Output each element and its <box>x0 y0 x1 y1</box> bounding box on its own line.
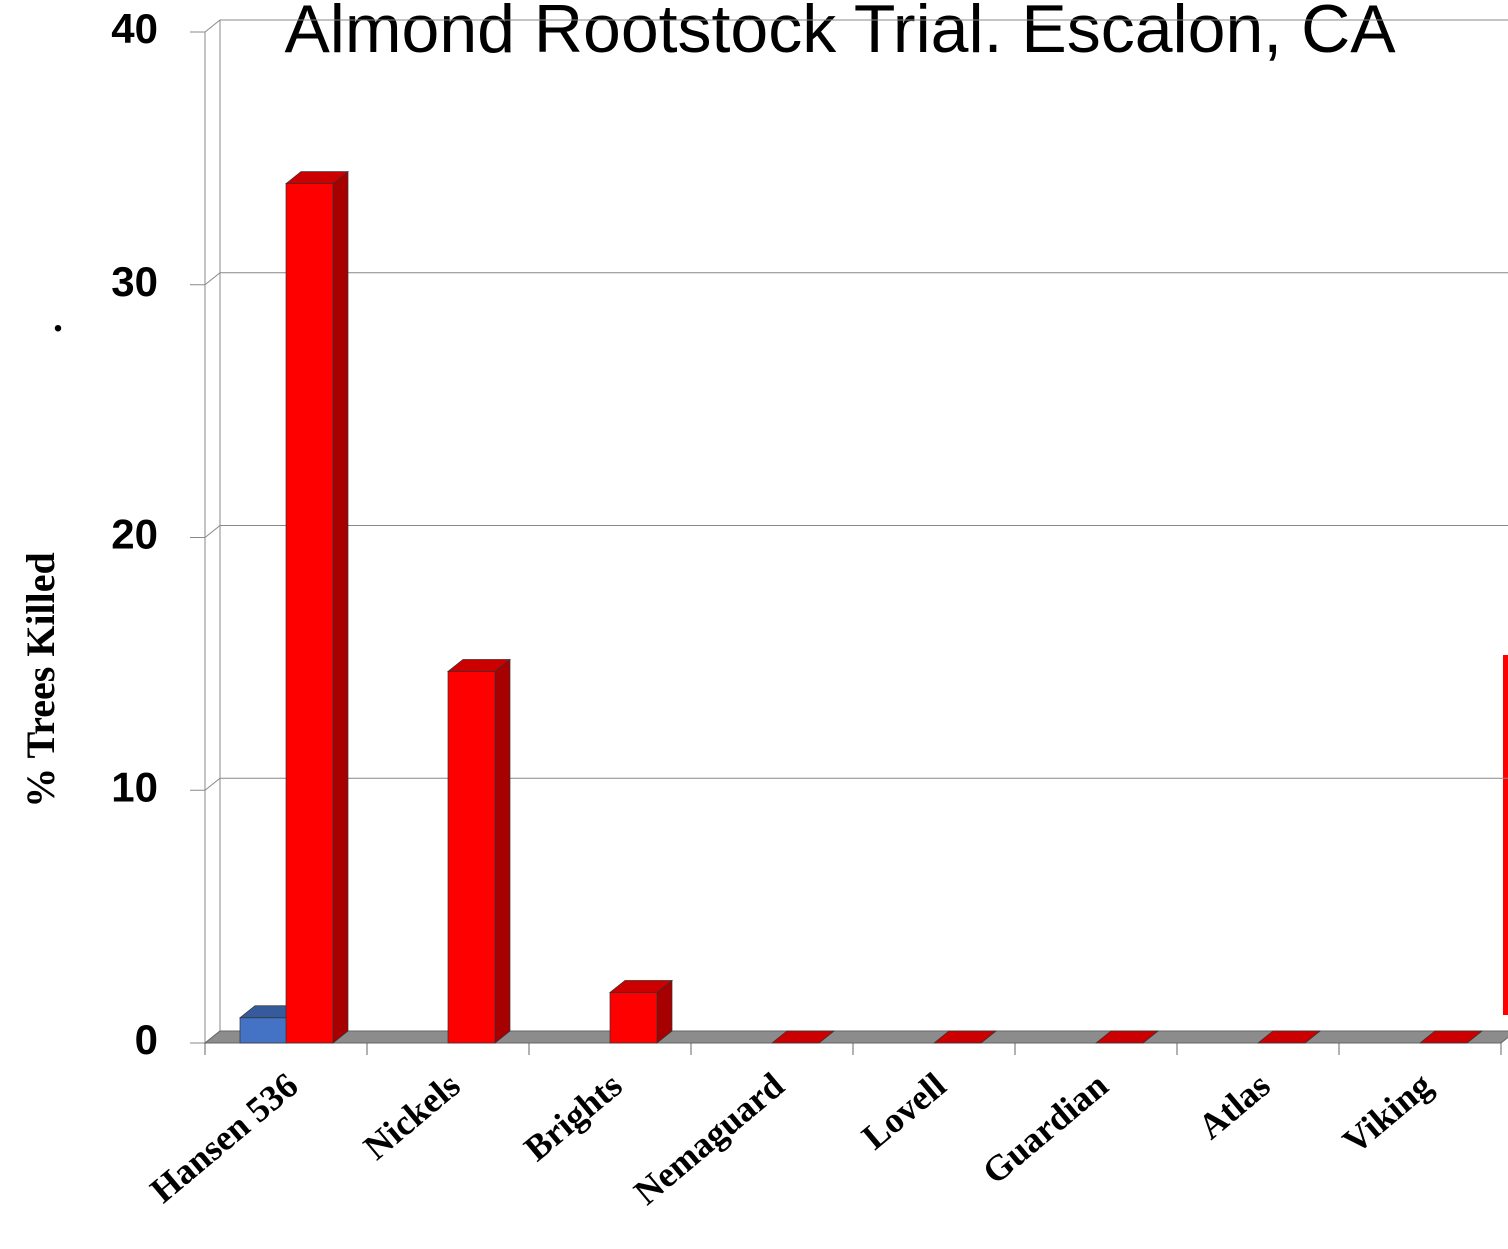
legend-fragment <box>1503 655 1508 1015</box>
bar-top <box>933 1030 997 1044</box>
bar-top <box>1095 1030 1159 1044</box>
x-tick-label: Brights <box>516 1065 629 1169</box>
bar-front <box>239 1017 288 1044</box>
bar <box>1095 1030 1159 1044</box>
bar <box>609 979 673 1044</box>
x-tick-label: Lovell <box>854 1065 953 1157</box>
annotation: . <box>53 295 63 340</box>
x-tick-label: Nickels <box>356 1065 468 1168</box>
x-tick-label: Nemaguard <box>626 1065 791 1213</box>
y-tick-label: 40 <box>111 5 158 52</box>
bar <box>933 1030 997 1044</box>
bar-side <box>494 658 511 1044</box>
bar-front <box>285 183 334 1044</box>
y-tick-label: 20 <box>111 511 158 558</box>
y-tick-label: 10 <box>111 763 158 810</box>
bar <box>285 170 349 1044</box>
grid-diag <box>204 525 221 538</box>
x-tick-label: Hansen 536 <box>143 1065 306 1211</box>
bar <box>771 1030 835 1044</box>
bar-top <box>1257 1030 1321 1044</box>
y-axis-label: % Trees Killed <box>18 552 63 808</box>
bar-side <box>332 170 349 1044</box>
bar <box>447 658 511 1044</box>
floor <box>203 1030 1508 1044</box>
bar <box>1419 1030 1483 1044</box>
bar-top <box>609 980 673 993</box>
bar <box>1257 1030 1321 1044</box>
grid-diag <box>204 777 221 791</box>
y-tick-label: 0 <box>135 1016 158 1063</box>
x-tick-label: Viking <box>1335 1065 1439 1162</box>
y-tick-label: 30 <box>111 258 158 305</box>
grid-diag <box>204 19 221 33</box>
chart-title: Almond Rootstock Trial. Escalon, CA <box>284 0 1396 67</box>
bar-top <box>285 171 349 184</box>
grid-diag <box>204 272 221 286</box>
bar-top <box>1419 1030 1483 1044</box>
bar-front <box>609 992 658 1044</box>
x-tick-label: Atlas <box>1190 1065 1277 1147</box>
x-tick-label: Guardian <box>975 1065 1116 1192</box>
bar-top <box>447 659 511 672</box>
bar-top <box>771 1030 835 1044</box>
bar-front <box>447 671 496 1044</box>
